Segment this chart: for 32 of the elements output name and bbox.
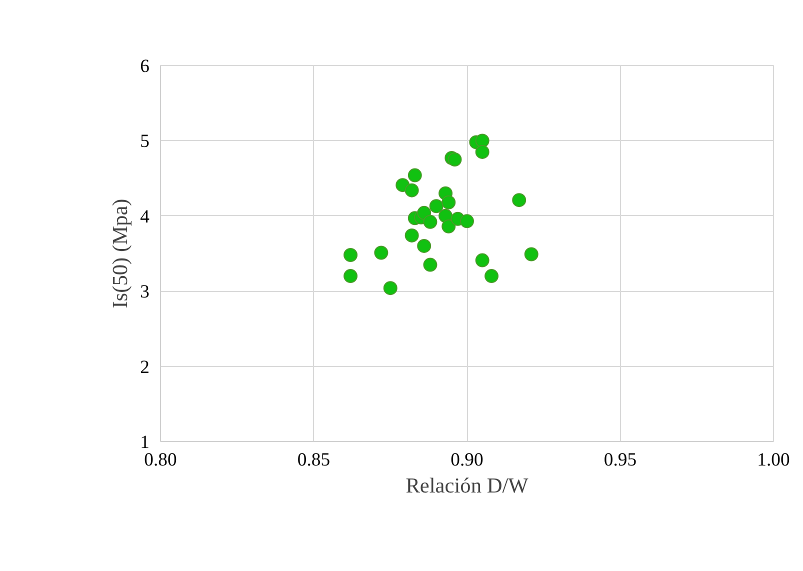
- y-tick-label: 2: [140, 356, 150, 378]
- y-axis-title: Is(50) (Mpa): [108, 198, 132, 308]
- point: [460, 214, 474, 228]
- point: [442, 195, 456, 210]
- point: [344, 269, 358, 284]
- point: [442, 219, 456, 234]
- y-tick-label: 5: [140, 131, 150, 152]
- point: [374, 246, 388, 260]
- point: [475, 144, 490, 159]
- point: [524, 247, 538, 262]
- point: [423, 214, 438, 229]
- x-axis-title: Relación D/W: [406, 474, 530, 498]
- x-tick-label: 1.00: [757, 450, 790, 470]
- point: [423, 258, 438, 272]
- x-tick-label: 0.90: [450, 450, 484, 470]
- y-tick-label: 6: [140, 56, 150, 77]
- point: [417, 238, 432, 253]
- x-tick-label: 0.95: [604, 450, 637, 470]
- point: [512, 193, 526, 208]
- x-tick-label: 0.85: [297, 450, 330, 470]
- point: [344, 248, 358, 262]
- point: [383, 281, 398, 296]
- point: [475, 134, 490, 148]
- point: [404, 183, 419, 198]
- y-tick-label: 3: [140, 282, 150, 303]
- point: [404, 228, 419, 242]
- point: [448, 152, 462, 166]
- point: [484, 269, 499, 284]
- point: [429, 199, 444, 214]
- point: [475, 253, 490, 268]
- point: [408, 168, 422, 182]
- y-tick-label: 4: [140, 206, 150, 228]
